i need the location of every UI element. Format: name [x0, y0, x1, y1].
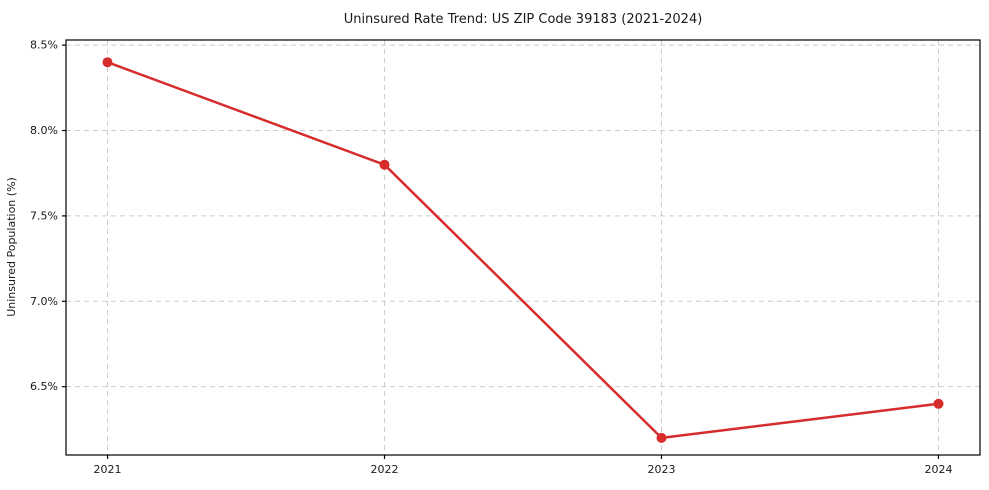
svg-text:8.0%: 8.0% — [30, 124, 58, 137]
gridlines — [66, 40, 980, 455]
data-point-marker — [102, 57, 113, 68]
svg-text:7.0%: 7.0% — [30, 295, 58, 308]
svg-text:7.5%: 7.5% — [30, 209, 58, 222]
axes-spines — [65, 39, 981, 456]
plot-area — [66, 40, 980, 455]
svg-text:2022: 2022 — [371, 463, 399, 476]
trend-line — [106, 60, 940, 440]
data-point-marker — [656, 432, 667, 443]
tick-marks — [62, 44, 940, 459]
y-tick-labels: 6.5% 7.0% 7.5% 8.0% 8.5% — [30, 39, 58, 394]
svg-text:2024: 2024 — [924, 463, 952, 476]
data-point-marker — [379, 159, 390, 170]
data-points — [102, 57, 944, 443]
chart-title: Uninsured Rate Trend: US ZIP Code 39183 … — [344, 12, 703, 27]
x-tick-labels: 2021 2022 2023 2024 — [94, 463, 953, 476]
svg-text:2023: 2023 — [647, 463, 675, 476]
svg-text:2021: 2021 — [94, 463, 122, 476]
y-axis-label: Uninsured Population (%) — [5, 177, 18, 317]
svg-text:8.5%: 8.5% — [30, 39, 58, 52]
svg-text:6.5%: 6.5% — [30, 380, 58, 393]
data-point-marker — [933, 398, 944, 409]
